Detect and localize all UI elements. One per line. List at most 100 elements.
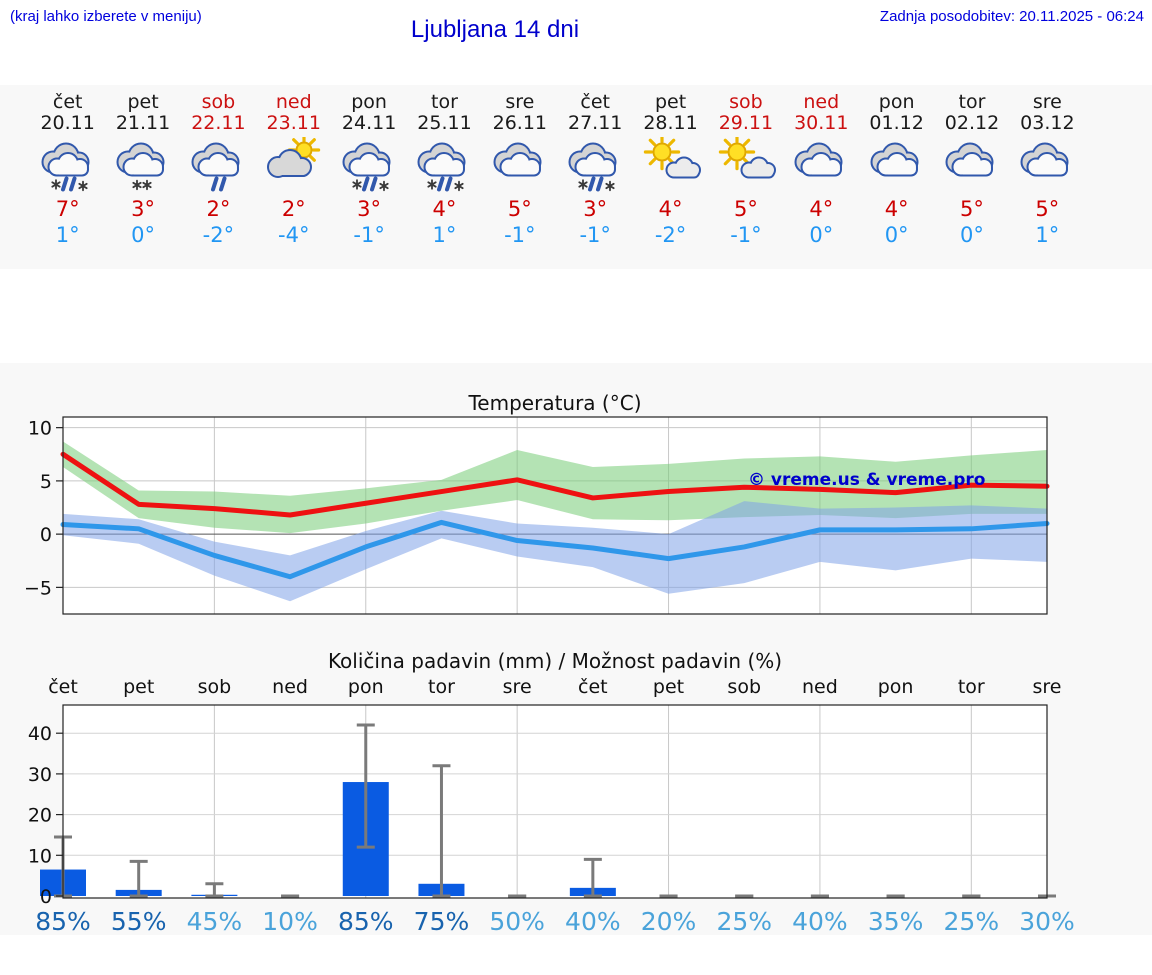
- precip-probability: 55%: [111, 907, 167, 935]
- day-low-temp: -1°: [730, 223, 762, 247]
- day-low-temp: 0°: [884, 223, 909, 247]
- forecast-day: pon 24.11 3° -1°: [331, 92, 406, 248]
- day-high-temp: 4°: [884, 197, 909, 221]
- day-low-temp: 0°: [809, 223, 834, 247]
- snow-icon: [105, 137, 180, 195]
- forecast-days: čet 20.11 7° 1° pet 21.11 3° 0° sob 22.11 2° -2° ned…: [30, 92, 1085, 248]
- cloudy-icon: [1010, 137, 1085, 195]
- forecast-day: sob 22.11 2° -2°: [181, 92, 256, 248]
- precip-probability: 10%: [262, 907, 318, 935]
- day-name: tor: [958, 91, 986, 113]
- cloudy-icon: [859, 137, 934, 195]
- day-name: sob: [201, 91, 236, 113]
- precip-day-label: sob: [727, 676, 761, 698]
- day-date: 21.11: [115, 112, 171, 134]
- precip-probability: 35%: [868, 907, 924, 935]
- day-date: 02.12: [944, 112, 1000, 134]
- precip-probability: 40%: [565, 907, 621, 935]
- precip-day-label: tor: [428, 676, 455, 698]
- temp-ytick: 5: [40, 471, 52, 493]
- precipitation-chart: 0 10 20 30 40 čet pet sob ned pon tor sre čet pet sob n…: [28, 676, 1075, 936]
- day-low-temp: -2°: [202, 223, 235, 247]
- day-high-temp: 5°: [1035, 197, 1060, 221]
- day-low-temp: -1°: [353, 223, 385, 247]
- day-high-temp: 5°: [507, 197, 532, 221]
- day-date: 22.11: [191, 112, 246, 134]
- rain-snow-icon: [407, 137, 482, 195]
- place-select-link[interactable]: (kraj lahko izberete v meniju): [10, 8, 202, 25]
- cloudy-icon: [934, 137, 1009, 195]
- day-name: pon: [351, 91, 387, 113]
- precip-day-label: tor: [958, 676, 985, 698]
- day-name: sob: [729, 91, 763, 113]
- day-name: sre: [1032, 91, 1062, 113]
- precip-day-label: pon: [878, 676, 914, 698]
- day-date: 27.11: [567, 112, 623, 134]
- precip-probability: 75%: [414, 907, 470, 935]
- day-high-temp: 2°: [281, 197, 306, 221]
- forecast-day: pon 01.12 4° 0°: [859, 92, 934, 248]
- precip-day-label: ned: [272, 676, 308, 698]
- precip-day-label: ned: [802, 676, 838, 698]
- precip-day-label: čet: [48, 676, 78, 698]
- rain-icon: [181, 137, 256, 195]
- rain-snow-icon: [558, 137, 633, 195]
- forecast-day: ned 23.11 2° -4°: [256, 92, 331, 248]
- forecast-day: pet 21.11 3° 0°: [105, 92, 180, 248]
- day-high-temp: 4°: [809, 197, 834, 221]
- precip-day-label: sob: [198, 676, 232, 698]
- min-range-band: [63, 501, 1047, 602]
- day-date: 23.11: [266, 112, 321, 134]
- precip-day-label: čet: [578, 676, 608, 698]
- day-high-temp: 7°: [55, 197, 80, 221]
- forecast-strip: čet 20.11 7° 1° pet 21.11 3° 0° sob 22.11 2° -2° ned…: [0, 85, 1152, 269]
- day-high-temp: 3°: [357, 197, 382, 221]
- page-title: Ljubljana 14 dni: [410, 16, 580, 43]
- day-name: ned: [275, 91, 312, 113]
- cloudy-icon: [784, 137, 859, 195]
- day-name: pon: [878, 91, 915, 113]
- day-low-temp: -4°: [278, 223, 310, 247]
- precip-probability: 85%: [338, 907, 394, 935]
- forecast-day: pet 28.11 4° -2°: [633, 92, 708, 248]
- day-low-temp: 0°: [960, 223, 984, 247]
- day-low-temp: -1°: [579, 223, 611, 247]
- precip-probability: 25%: [944, 907, 1000, 935]
- temp-ytick: 0: [40, 524, 52, 546]
- day-date: 20.11: [40, 112, 95, 134]
- precip-day-label: pet: [653, 676, 684, 698]
- day-date: 01.12: [869, 112, 924, 134]
- day-low-temp: 1°: [55, 223, 80, 247]
- day-name: ned: [803, 91, 840, 113]
- rain-snow-icon: [331, 137, 406, 195]
- precip-ytick: 10: [28, 845, 52, 867]
- forecast-day: čet 27.11 3° -1°: [558, 92, 633, 248]
- precip-day-label: pet: [123, 676, 154, 698]
- day-high-temp: 4°: [432, 197, 457, 221]
- forecast-day: sre 26.11 5° -1°: [482, 92, 557, 248]
- precip-probability: 40%: [792, 907, 848, 935]
- day-high-temp: 5°: [960, 197, 984, 221]
- max-temperature-line: [60, 451, 1050, 518]
- watermark: © vreme.us & vreme.pro: [748, 470, 985, 490]
- day-high-temp: 2°: [206, 197, 231, 221]
- day-date: 03.12: [1020, 112, 1075, 134]
- day-name: pet: [654, 91, 687, 113]
- precip-ytick: 30: [28, 764, 52, 786]
- cloudy-icon: [482, 137, 557, 195]
- day-name: sre: [505, 91, 535, 113]
- charts-section: 10 5 0 −5 0 10 20 30 40 čet pet sob ned pon tor sre čet…: [0, 363, 1152, 936]
- day-high-temp: 5°: [733, 197, 758, 221]
- temp-ytick: 10: [28, 418, 52, 440]
- partly-sunny-icon: [256, 133, 331, 195]
- day-name: čet: [580, 91, 610, 113]
- min-temperature-line: [60, 519, 1050, 580]
- precip-day-label: sre: [503, 676, 532, 698]
- mostly-sunny-icon: [708, 133, 783, 195]
- forecast-day: tor 25.11 4° 1°: [407, 92, 482, 248]
- temp-ytick: −5: [24, 577, 52, 599]
- mostly-sunny-icon: [633, 133, 708, 195]
- forecast-day: sre 03.12 5° 1°: [1010, 92, 1085, 248]
- forecast-day: čet 20.11 7° 1°: [30, 92, 105, 248]
- day-date: 30.11: [794, 112, 849, 134]
